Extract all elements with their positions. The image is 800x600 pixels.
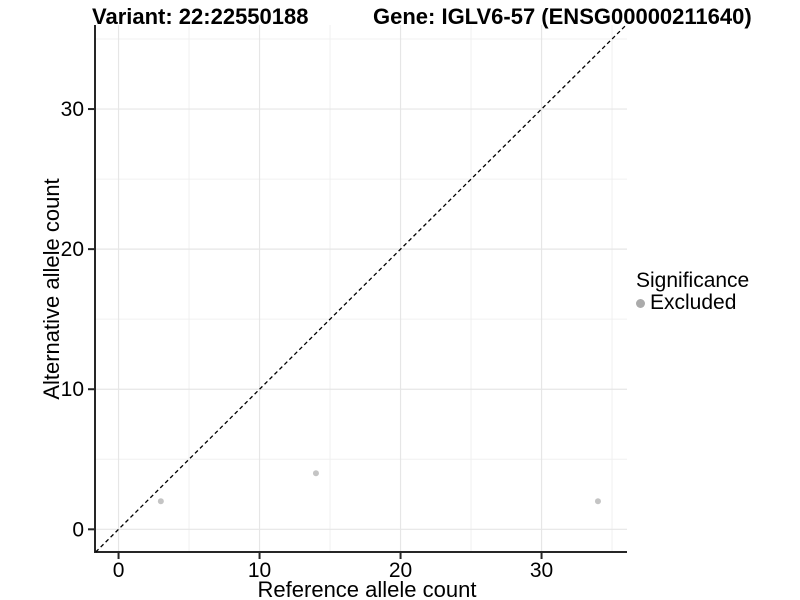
data-point (594, 498, 601, 505)
y-tick-label: 20 (61, 238, 84, 261)
y-axis-title: Alternative allele count (39, 178, 64, 400)
x-tick-label: 20 (389, 559, 412, 582)
x-axis-title: Reference allele count (257, 577, 477, 600)
identity-line (95, 24, 627, 553)
x-tick-label: 30 (530, 559, 553, 582)
x-tick-label: 10 (248, 559, 271, 582)
x-tick-label: 0 (113, 559, 125, 582)
data-point (157, 498, 164, 505)
legend-item-excluded: Excluded (636, 292, 749, 314)
y-tick-label: 10 (61, 378, 84, 401)
variant-title: Variant: 22:22550188 (92, 4, 309, 29)
legend-title: Significance (636, 269, 750, 292)
y-tick-label: 0 (72, 518, 84, 541)
gene-title: Gene: IGLV6-57 (ENSG00000211640) (373, 4, 752, 29)
excluded-point-icon (636, 298, 645, 308)
data-point (312, 470, 319, 477)
y-tick-label: 30 (61, 98, 84, 121)
legend-item-label: Excluded (650, 291, 737, 314)
legend: Significance Excluded (636, 270, 749, 314)
